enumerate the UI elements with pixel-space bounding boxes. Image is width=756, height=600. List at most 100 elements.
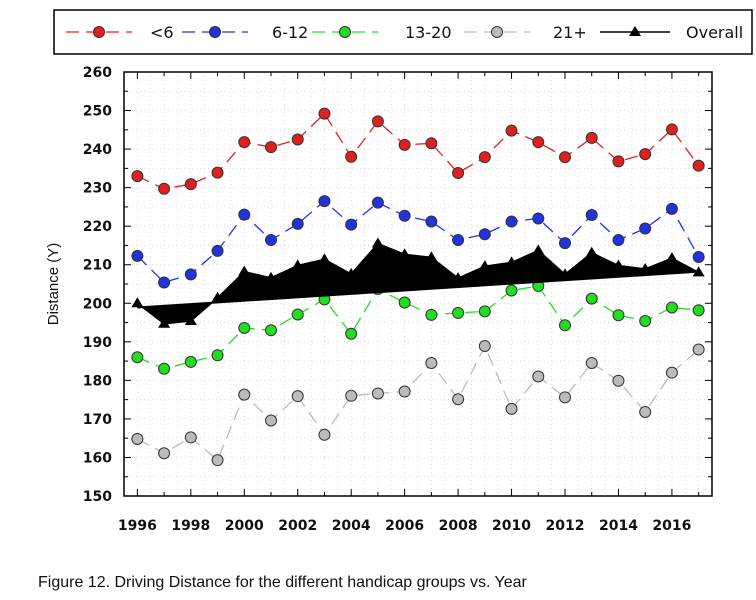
- data-point: [532, 136, 545, 149]
- legend-item: Overall: [600, 23, 743, 42]
- series-13-20: [131, 279, 705, 375]
- legend-label: 6-12: [272, 23, 308, 42]
- series-overall: [131, 237, 705, 328]
- data-point: [612, 309, 625, 322]
- data-point: [398, 138, 411, 151]
- x-tick-label: 1996: [118, 518, 157, 534]
- data-point: [371, 237, 384, 248]
- data-point: [371, 387, 384, 400]
- legend-marker-circle: [339, 26, 351, 38]
- x-tick-label: 2002: [278, 518, 317, 534]
- x-tick-label: 2004: [332, 518, 371, 534]
- series-6-12: [131, 195, 705, 289]
- data-point: [559, 237, 571, 250]
- data-point: [184, 355, 197, 368]
- data-point: [505, 256, 518, 267]
- y-tick-label: 210: [83, 258, 112, 274]
- x-tick-label: 2016: [652, 518, 691, 534]
- data-point: [425, 357, 438, 370]
- data-point: [692, 251, 705, 264]
- data-point: [478, 305, 491, 318]
- y-tick-label: 200: [83, 296, 112, 312]
- data-point: [398, 296, 411, 309]
- data-point: [291, 308, 304, 321]
- y-tick-label: 170: [83, 412, 112, 428]
- legend-marker-circle: [209, 26, 221, 38]
- data-point: [211, 244, 224, 257]
- series-line: [137, 112, 700, 190]
- y-tick-label: 230: [83, 181, 112, 197]
- data-point: [238, 136, 251, 149]
- data-point: [131, 170, 144, 183]
- data-point: [639, 405, 652, 418]
- x-tick-label: 2014: [599, 518, 638, 534]
- legend-label: <6: [150, 23, 174, 42]
- legend-item: 6-12: [182, 23, 308, 42]
- series-line: [136, 200, 700, 284]
- series-lt6: [131, 107, 705, 195]
- data-point: [612, 374, 625, 387]
- data-point: [452, 306, 465, 319]
- data-point: [238, 208, 251, 221]
- data-point: [639, 315, 652, 328]
- legend-marker-circle: [491, 26, 503, 38]
- data-point: [131, 249, 144, 262]
- data-point: [425, 308, 438, 321]
- x-tick-label: 2010: [492, 518, 531, 534]
- data-point: [131, 432, 144, 445]
- data-point: [184, 431, 197, 444]
- data-point: [398, 248, 411, 259]
- series-layer: [131, 107, 705, 467]
- data-point: [665, 301, 678, 314]
- legend-item: 13-20: [312, 23, 452, 42]
- data-point: [345, 218, 358, 231]
- overall-band: [137, 243, 699, 324]
- data-point: [585, 209, 598, 222]
- data-point: [692, 266, 705, 277]
- data-point: [184, 178, 197, 191]
- data-point: [639, 222, 652, 235]
- data-point: [559, 319, 571, 332]
- series-21: [131, 340, 705, 467]
- data-point: [478, 260, 491, 271]
- data-point: [211, 291, 224, 302]
- data-point: [238, 265, 251, 276]
- data-point: [211, 454, 224, 467]
- legend-marker-triangle: [629, 26, 641, 36]
- data-point: [265, 271, 277, 282]
- data-point: [265, 414, 277, 427]
- data-point: [131, 351, 144, 364]
- data-point: [612, 155, 625, 168]
- overall-trend-line: [137, 270, 699, 309]
- data-point: [452, 393, 465, 406]
- data-point: [665, 202, 678, 215]
- data-point: [211, 349, 224, 362]
- data-point: [158, 362, 171, 375]
- data-point: [345, 150, 358, 163]
- data-point: [158, 276, 171, 289]
- data-point: [318, 107, 331, 120]
- data-point: [371, 196, 384, 209]
- data-point: [211, 166, 224, 179]
- data-point: [158, 317, 171, 328]
- data-point: [692, 159, 705, 172]
- y-tick-label: 220: [83, 219, 112, 235]
- x-tick-label: 2012: [546, 518, 585, 534]
- y-tick-label: 190: [83, 335, 112, 351]
- data-point: [265, 324, 277, 337]
- data-point: [345, 327, 358, 340]
- axis-ticks: 150 160 170 180 190 200 210 220 230 240 250 260 1996…: [83, 65, 712, 534]
- data-point: [559, 268, 571, 279]
- data-point: [452, 234, 465, 247]
- data-point: [505, 284, 518, 297]
- data-point: [692, 343, 705, 356]
- data-point: [665, 252, 678, 263]
- legend-label: 21+: [553, 23, 587, 42]
- legend: <6 6-12 13-20 21+ Overall: [66, 23, 743, 42]
- data-point: [505, 402, 518, 415]
- data-point: [505, 215, 518, 228]
- x-tick-label: 2008: [439, 518, 478, 534]
- y-tick-label: 160: [83, 450, 112, 466]
- data-point: [639, 262, 652, 273]
